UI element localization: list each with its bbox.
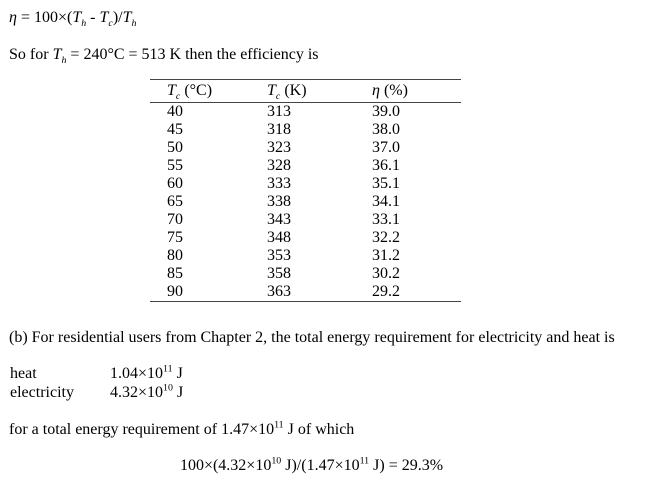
cell-tc-celsius: 65 [167, 193, 183, 210]
cell-tc-kelvin: 343 [267, 211, 291, 228]
cell-tc-kelvin: 313 [267, 103, 291, 120]
cell-tc-kelvin: 338 [267, 193, 291, 210]
cell-efficiency-percent: 32.2 [372, 229, 400, 246]
cell-tc-celsius: 75 [167, 229, 183, 246]
cell-tc-celsius: 90 [167, 283, 183, 300]
cell-efficiency-percent: 39.0 [372, 103, 400, 120]
table-row: 50 323 37.0 [150, 139, 461, 157]
cell-efficiency-percent: 30.2 [372, 265, 400, 282]
table-row: 55 328 36.1 [150, 157, 461, 175]
cell-tc-celsius: 45 [167, 121, 183, 138]
energy-list: heat 1.04×1011 J electricity 4.32×1010 J [0, 348, 653, 402]
cell-efficiency-percent: 29.2 [372, 283, 400, 300]
cell-tc-kelvin: 318 [267, 121, 291, 138]
table-row: 85 358 30.2 [150, 265, 461, 283]
cell-tc-celsius: 55 [167, 157, 183, 174]
cell-efficiency-percent: 36.1 [372, 157, 400, 174]
cell-tc-celsius: 80 [167, 247, 183, 264]
intro-text: So for Th = 240°C = 513 K then the effic… [9, 46, 319, 67]
table-row: 70 343 33.1 [150, 211, 461, 229]
efficiency-formula: η = 100×(Th - Tc)/Th [9, 9, 137, 30]
table-row: 40 313 39.0 [150, 103, 461, 122]
column-header-tc-kelvin: Tc (K) [250, 79, 355, 103]
cell-tc-celsius: 70 [167, 211, 183, 228]
table-row: 60 333 35.1 [150, 175, 461, 193]
cell-tc-kelvin: 358 [267, 265, 291, 282]
energy-value-heat: 1.04×1011 J [110, 363, 183, 382]
cell-tc-kelvin: 348 [267, 229, 291, 246]
cell-efficiency-percent: 34.1 [372, 193, 400, 210]
column-header-tc-celsius: Tc (°C) [150, 79, 250, 103]
total-energy-text: for a total energy requirement of 1.47×1… [9, 419, 355, 438]
efficiency-table: Tc (°C) Tc (K) η (%) 40 313 39.0 45 318 … [150, 79, 461, 302]
cell-tc-celsius: 60 [167, 175, 183, 192]
energy-label-electricity: electricity [10, 384, 74, 401]
table-row: 90 363 29.2 [150, 283, 461, 302]
energy-label-heat: heat [10, 365, 37, 382]
cell-tc-celsius: 50 [167, 139, 183, 156]
cell-tc-kelvin: 328 [267, 157, 291, 174]
cell-tc-kelvin: 353 [267, 247, 291, 264]
table-row: 80 353 31.2 [150, 247, 461, 265]
efficiency-table-body: 40 313 39.0 45 318 38.0 50 323 37.0 55 3… [150, 103, 461, 302]
column-header-efficiency: η (%) [355, 79, 461, 103]
cell-efficiency-percent: 35.1 [372, 175, 400, 192]
table-row: 75 348 32.2 [150, 229, 461, 247]
cell-efficiency-percent: 38.0 [372, 121, 400, 138]
cell-tc-kelvin: 363 [267, 283, 291, 300]
percentage-formula: 100×(4.32×1010 J)/(1.47×1011 J) = 29.3% [179, 455, 444, 474]
paragraph-b: (b) For residential users from Chapter 2… [9, 329, 615, 346]
cell-tc-kelvin: 333 [267, 175, 291, 192]
energy-value-electricity: 4.32×1010 J [110, 382, 184, 401]
energy-row-heat: heat 1.04×1011 J [10, 364, 653, 383]
cell-tc-celsius: 85 [167, 265, 183, 282]
energy-row-electricity: electricity 4.32×1010 J [10, 383, 653, 402]
table-row: 65 338 34.1 [150, 193, 461, 211]
efficiency-table-header: Tc (°C) Tc (K) η (%) [150, 79, 461, 103]
cell-efficiency-percent: 33.1 [372, 211, 400, 228]
cell-tc-kelvin: 323 [267, 139, 291, 156]
cell-tc-celsius: 40 [167, 103, 183, 120]
cell-efficiency-percent: 31.2 [372, 247, 400, 264]
table-row: 45 318 38.0 [150, 121, 461, 139]
cell-efficiency-percent: 37.0 [372, 139, 400, 156]
